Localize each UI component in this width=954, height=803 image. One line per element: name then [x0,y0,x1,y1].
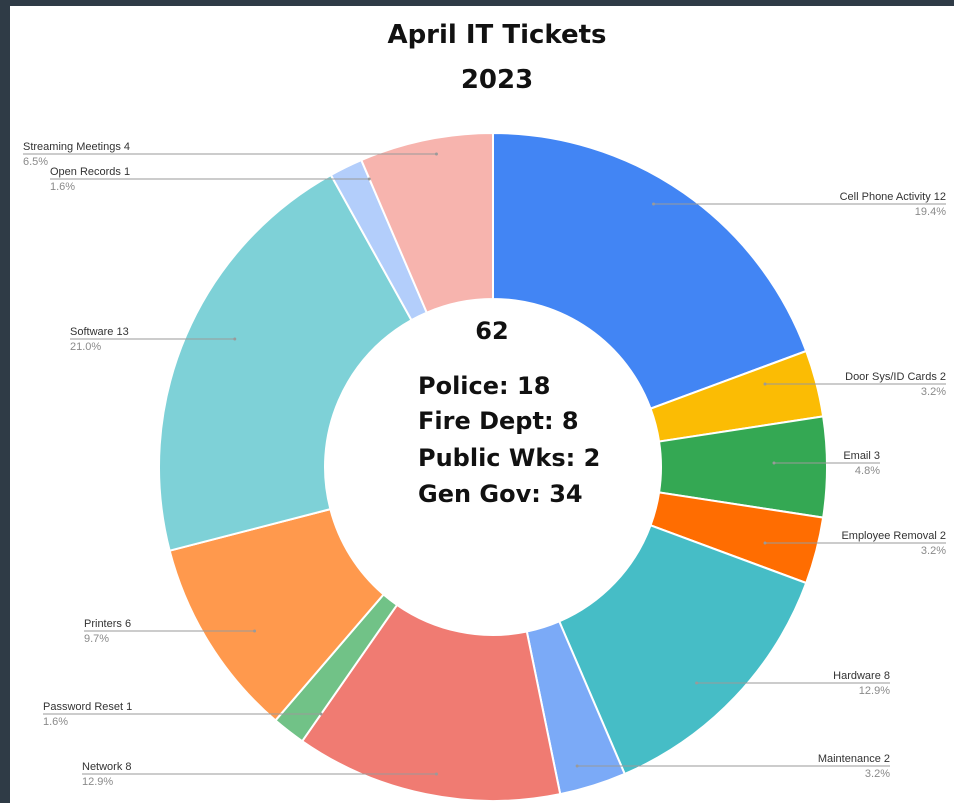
slice-cell-phone-activity [492,131,808,410]
leader-dot-hardware [695,681,699,685]
percent-network: 12.9% [82,776,113,788]
leader-dot-employee-removal [763,541,767,545]
slice-software [158,173,413,552]
percent-hardware: 12.9% [859,685,890,697]
leader-dot-password-reset [319,712,323,716]
slice-network [300,603,562,802]
leader-dot-software [233,337,237,341]
percent-streaming-meetings: 6.5% [23,156,48,168]
percent-maintenance: 3.2% [865,768,890,780]
leader-dot-open-records [367,177,371,181]
leader-dot-printers [253,629,257,633]
leader-dot-network [434,772,438,776]
chart-title-line-2: 2023 [461,65,533,95]
label-software: Software 13 [70,326,129,338]
percent-open-records: 1.6% [50,181,75,193]
label-email: Email 3 [843,450,880,462]
chart-frame: April IT Tickets 2023 Cell Phone Activit… [10,6,954,803]
leader-dot-streaming-meetings [434,152,438,156]
chart-title-line-1: April IT Tickets [387,20,606,50]
leader-dot-door-sys-id-cards [763,382,767,386]
center-gen-gov: Gen Gov: 34 [418,480,583,508]
labels-group: Cell Phone Activity 12 19.4% Door Sys/ID C… [23,141,946,788]
slices-group [158,131,828,802]
percent-password-reset: 1.6% [43,716,68,728]
label-password-reset: Password Reset 1 [43,701,132,713]
percent-employee-removal: 3.2% [921,545,946,557]
label-network: Network 8 [82,761,132,773]
leader-dot-cell-phone-activity [652,202,656,206]
donut-chart: April IT Tickets 2023 Cell Phone Activit… [23,20,946,802]
label-cell-phone-activity: Cell Phone Activity 12 [840,191,946,203]
percent-email: 4.8% [855,465,880,477]
label-printers: Printers 6 [84,618,131,630]
label-open-records: Open Records 1 [50,166,130,178]
center-police: Police: 18 [418,372,550,400]
slice-streaming-meetings [359,131,494,314]
percent-software: 21.0% [70,341,101,353]
center-public-wks: Public Wks: 2 [418,444,600,472]
leader-dot-email [772,461,776,465]
percent-cell-phone-activity: 19.4% [915,206,946,218]
center-summary: 62 Police: 18 Fire Dept: 8 Public Wks: 2… [418,317,600,508]
center-fire-dept: Fire Dept: 8 [418,407,579,435]
label-maintenance: Maintenance 2 [818,753,890,765]
slice-hardware [557,524,808,776]
percent-door-sys-id-cards: 3.2% [921,386,946,398]
leader-dot-maintenance [575,764,579,768]
label-streaming-meetings: Streaming Meetings 4 [23,141,130,153]
label-hardware: Hardware 8 [833,670,890,682]
label-door-sys-id-cards: Door Sys/ID Cards 2 [845,371,946,383]
center-total: 62 [475,317,508,345]
label-employee-removal: Employee Removal 2 [841,530,946,542]
percent-printers: 9.7% [84,633,109,645]
